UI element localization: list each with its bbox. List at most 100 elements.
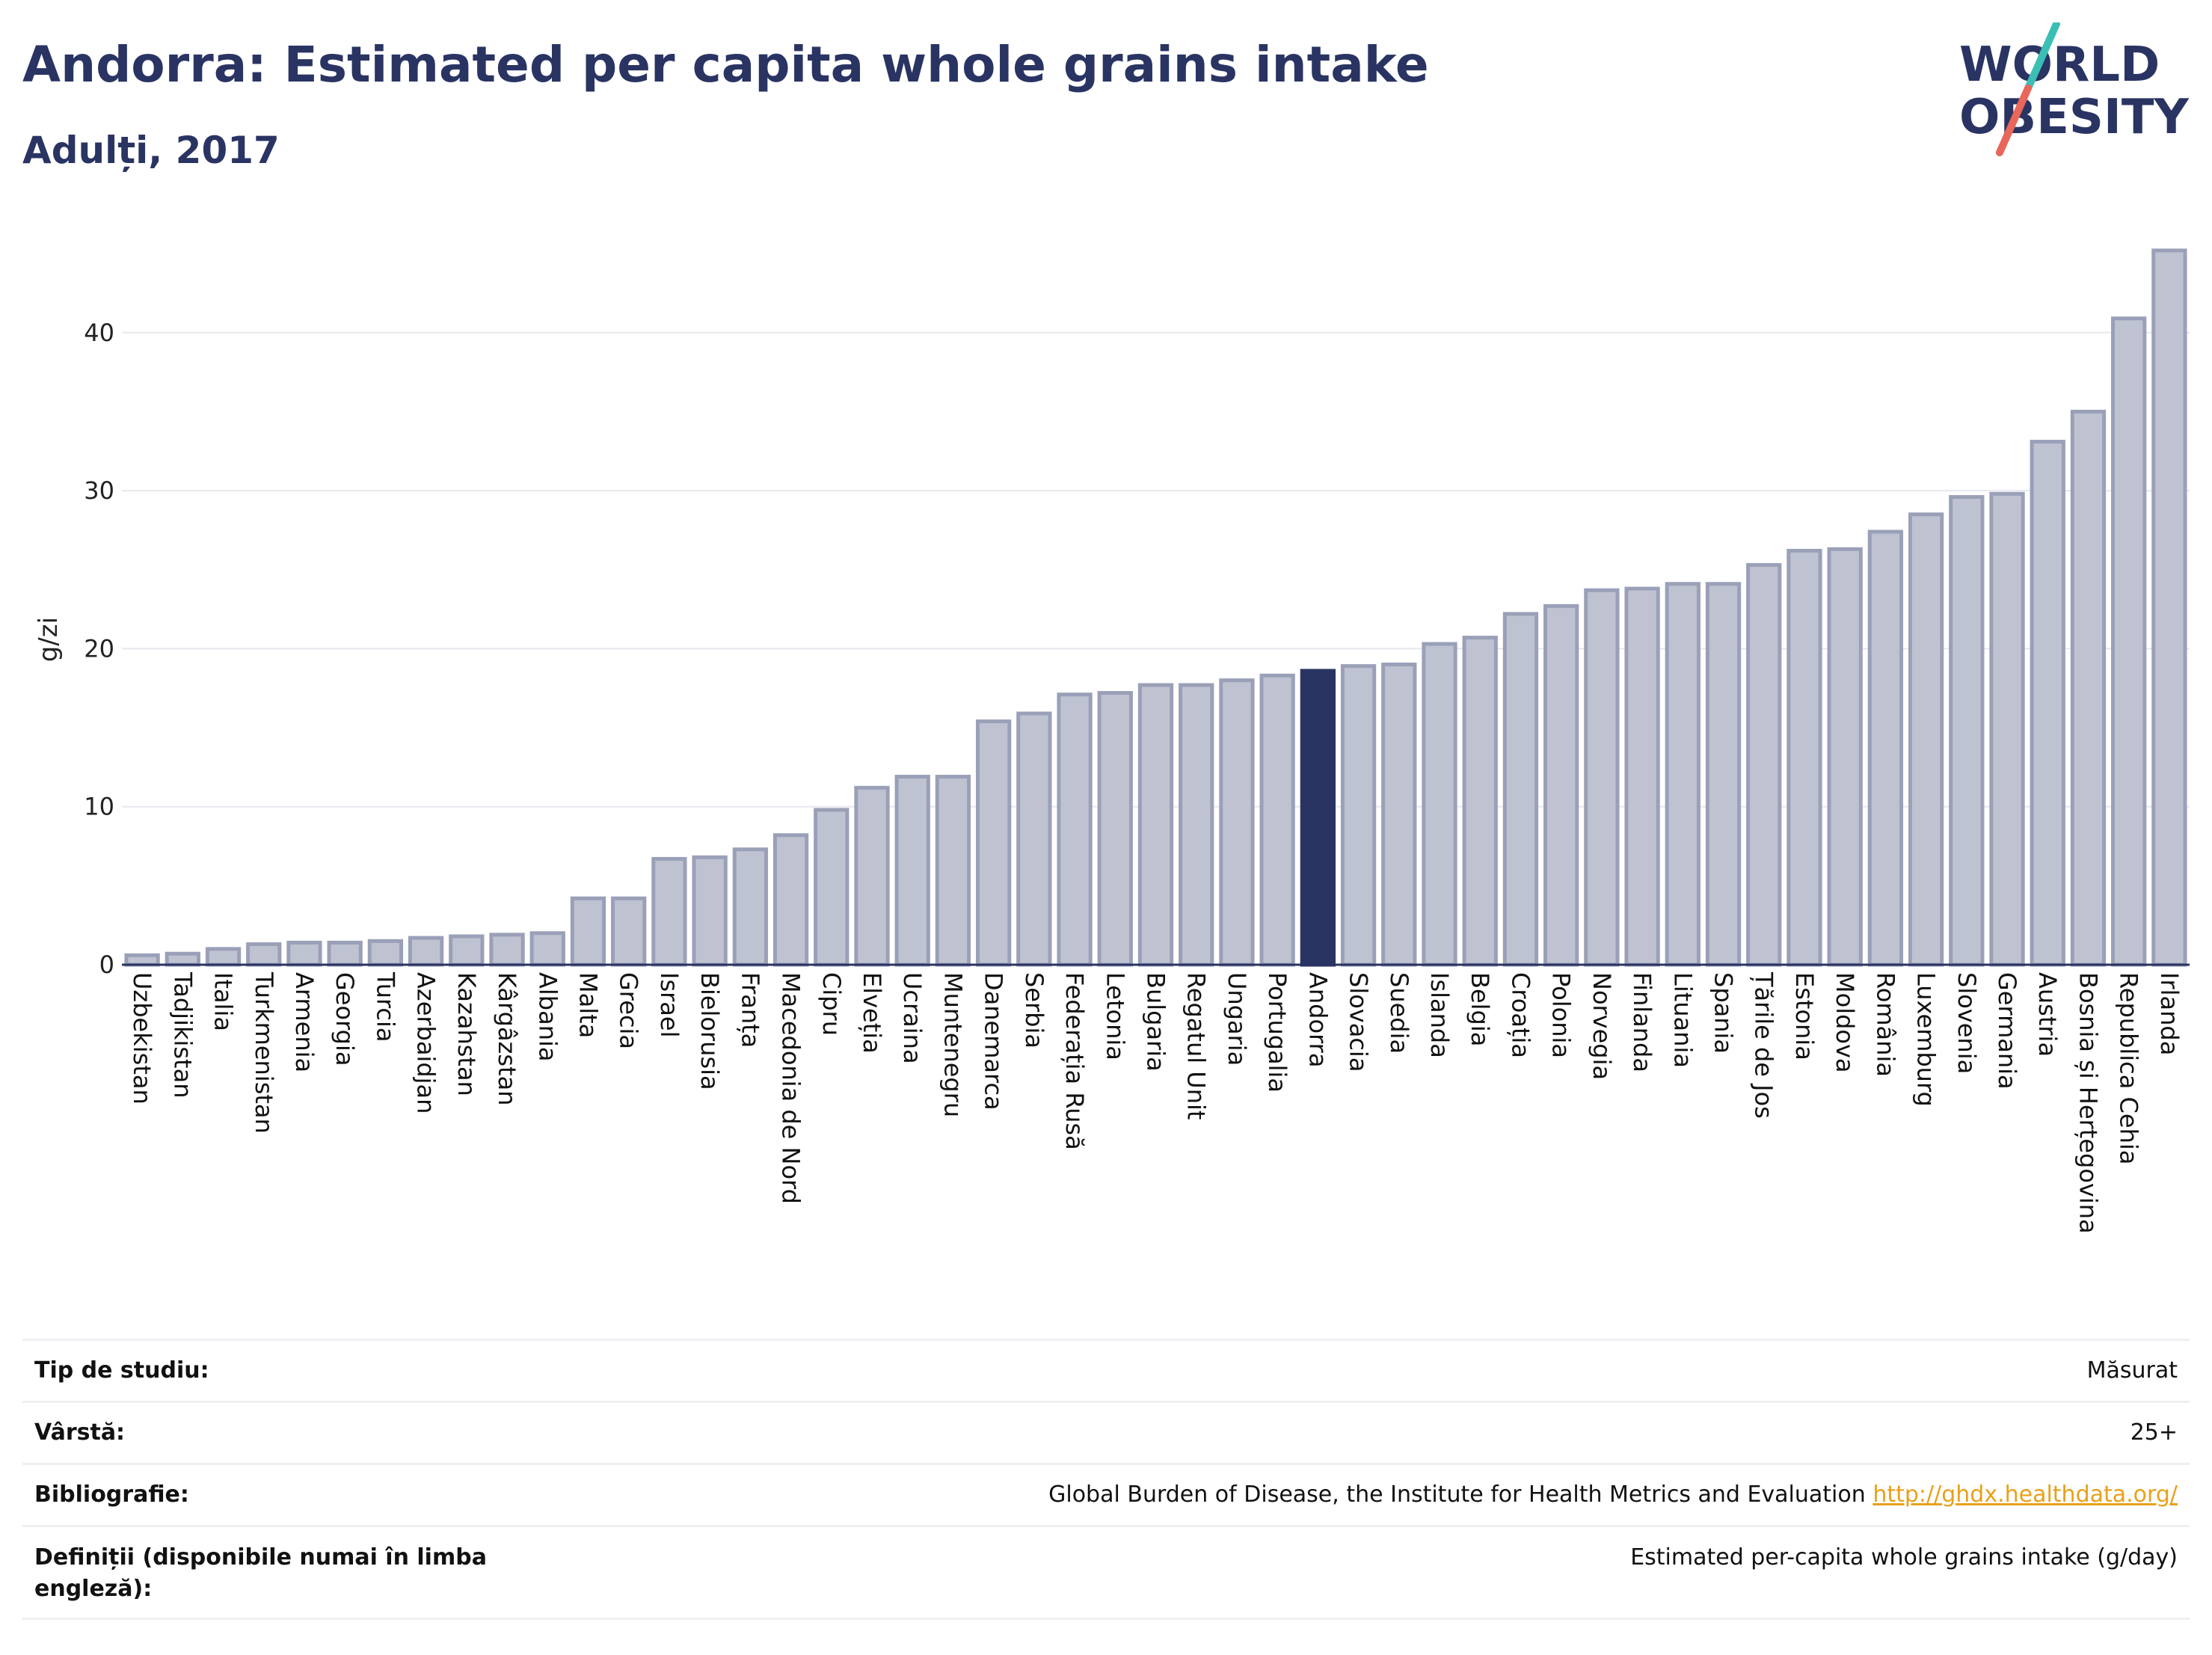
chart-subtitle: Adulți, 2017	[22, 129, 280, 172]
bar-Islanda[interactable]	[1422, 642, 1457, 967]
bar-Portugalia[interactable]	[1259, 673, 1295, 967]
x-tick-label: Albania	[533, 972, 562, 1061]
bar-Croația[interactable]	[1502, 612, 1539, 967]
y-axis-title: g/zi	[34, 617, 64, 662]
x-tick-label: Țările de Jos	[1750, 971, 1778, 1119]
x-tick-label: Estonia	[1790, 972, 1819, 1060]
bar-Bosnia și Herțegovina[interactable]	[2070, 409, 2107, 967]
bar-Țările de Jos[interactable]	[1746, 562, 1782, 967]
x-tick-label: Germania	[1993, 972, 2021, 1090]
bar-Albania[interactable]	[529, 931, 565, 967]
x-tick-label: Armenia	[290, 972, 319, 1072]
bar-Uzbekistan[interactable]	[124, 953, 160, 967]
bar-Grecia[interactable]	[611, 896, 647, 967]
bibliography-link[interactable]: http://ghdx.healthdata.org/	[1872, 1481, 2178, 1508]
x-tick-label: Polonia	[1547, 972, 1576, 1058]
world-obesity-logo[interactable]: WORLD OBESITY	[1944, 22, 2199, 157]
x-tick-label: Azerbaidjan	[412, 972, 440, 1114]
bar-Georgia[interactable]	[327, 940, 363, 967]
bar-Serbia[interactable]	[1016, 711, 1052, 967]
age-value: 25+	[513, 1401, 2190, 1464]
info-table: Tip de studiu: Măsurat Vârstă: 25+ Bibli…	[22, 1339, 2190, 1620]
x-tick-label: Suedia	[1385, 972, 1413, 1054]
bar-Cipru[interactable]	[814, 808, 850, 967]
bar-Israel[interactable]	[651, 856, 687, 967]
bar-Suedia[interactable]	[1381, 663, 1417, 967]
bar-Lituania[interactable]	[1665, 582, 1701, 967]
bar-Federația Rusă[interactable]	[1057, 693, 1093, 967]
x-tick-label: Letonia	[1101, 972, 1129, 1060]
bar-Letonia[interactable]	[1097, 691, 1133, 967]
bar-Muntenegru[interactable]	[935, 775, 971, 967]
y-tick-label: 30	[84, 476, 114, 505]
bar-Malta[interactable]	[570, 896, 606, 967]
bar-Republica Cehia[interactable]	[2111, 316, 2147, 967]
bar-Polonia[interactable]	[1543, 604, 1579, 967]
bar-Azerbaidjan[interactable]	[408, 936, 444, 967]
x-tick-label: Belgia	[1466, 972, 1494, 1046]
x-tick-label: Moldova	[1831, 972, 1859, 1073]
bar-Germania[interactable]	[1989, 491, 2025, 967]
bar-Luxemburg[interactable]	[1908, 512, 1944, 967]
study-type-value: Măsurat	[513, 1339, 2190, 1402]
bar-Ucraina[interactable]	[894, 775, 930, 967]
x-tick-label: Regatul Unit	[1182, 972, 1211, 1120]
x-tick-label: Spania	[1709, 972, 1738, 1054]
bar-Macedonia de Nord[interactable]	[772, 833, 809, 967]
x-tick-label: Irlanda	[2155, 972, 2184, 1055]
x-tick-label: Israel	[655, 972, 683, 1037]
bar-Andorra[interactable]	[1300, 669, 1336, 967]
bars	[124, 248, 2187, 967]
bar-Ungaria[interactable]	[1219, 678, 1255, 967]
bar-Slovacia[interactable]	[1340, 664, 1377, 967]
bar-chart: 0 10 20 30 40 Uzbekistan Tadjikistan Italia Tur…	[34, 248, 2190, 1234]
bar-Regatul Unit[interactable]	[1179, 683, 1214, 967]
bar-Norvegia[interactable]	[1584, 588, 1620, 967]
x-tick-label: Franța	[736, 972, 764, 1048]
bar-Kazahstan[interactable]	[449, 934, 485, 967]
bar-Belgia[interactable]	[1462, 636, 1498, 967]
y-axis-ticks: 0 10 20 30 40	[84, 319, 114, 979]
bar-Moldova[interactable]	[1827, 547, 1863, 967]
x-tick-label: Slovenia	[1953, 972, 1981, 1074]
x-tick-label: Bielorusia	[695, 972, 724, 1090]
study-type-label: Tip de studiu:	[22, 1339, 513, 1402]
bar-Bielorusia[interactable]	[692, 855, 728, 967]
bar-Italia[interactable]	[205, 947, 242, 967]
bar-Danemarca[interactable]	[975, 719, 1012, 967]
bar-Turkmenistan[interactable]	[246, 942, 282, 967]
info-row-bibliography: Bibliografie: Global Burden of Disease, …	[22, 1463, 2190, 1526]
bar-Spania[interactable]	[1705, 582, 1742, 967]
bar-Estonia[interactable]	[1787, 548, 1822, 967]
x-tick-label: Danemarca	[980, 972, 1008, 1111]
bar-Tadjikistan[interactable]	[165, 951, 200, 967]
x-tick-label: Federația Rusă	[1060, 972, 1089, 1150]
bar-Elveția[interactable]	[854, 785, 890, 967]
x-tick-label: Ungaria	[1223, 972, 1251, 1066]
bibliography-label: Bibliografie:	[22, 1463, 513, 1526]
bar-Bulgaria[interactable]	[1137, 683, 1174, 967]
x-tick-label: Bosnia și Herțegovina	[2074, 972, 2102, 1234]
bar-Austria[interactable]	[2030, 440, 2065, 967]
x-tick-label: Portugalia	[1263, 972, 1291, 1093]
bar-Franța[interactable]	[732, 847, 768, 967]
logo-slash-red	[1996, 85, 2032, 156]
x-tick-label: Muntenegru	[938, 972, 967, 1117]
bar-Finlanda[interactable]	[1624, 586, 1660, 967]
bar-Slovenia[interactable]	[1949, 495, 1985, 967]
x-tick-label: Kazahstan	[452, 972, 481, 1096]
age-label: Vârstă:	[22, 1401, 513, 1464]
bibliography-value: Global Burden of Disease, the Institute …	[1048, 1481, 1866, 1508]
bar-Kârgâzstan[interactable]	[489, 933, 525, 967]
x-tick-label: Serbia	[1020, 972, 1048, 1048]
y-tick-label: 0	[99, 951, 114, 979]
logo-word-2: OBESITY	[1959, 90, 2189, 145]
x-tick-label: Republica Cehia	[2115, 972, 2143, 1164]
bar-Armenia[interactable]	[286, 940, 322, 967]
bar-Irlanda[interactable]	[2151, 248, 2187, 967]
bar-România[interactable]	[1867, 529, 1904, 967]
logo-slash-teal	[2024, 22, 2060, 92]
bar-Turcia[interactable]	[367, 939, 404, 967]
x-tick-label: Finlanda	[1628, 972, 1656, 1072]
x-tick-label: Elveția	[858, 972, 886, 1054]
